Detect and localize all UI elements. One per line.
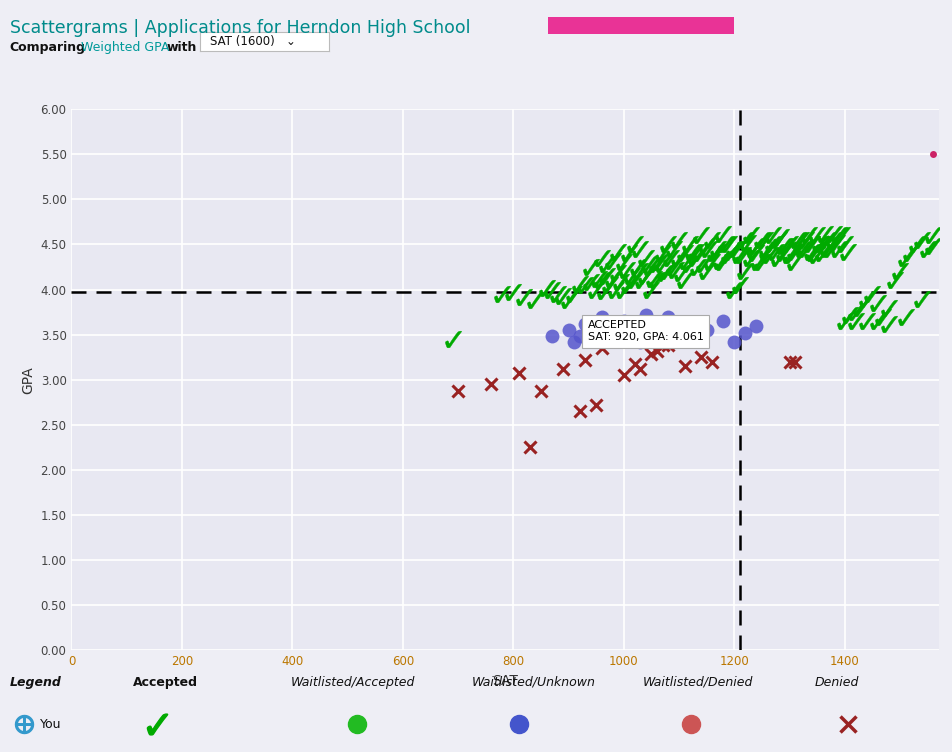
X-axis label: SAT: SAT (491, 674, 518, 688)
Text: Scattergrams | Applications for Herndon High School: Scattergrams | Applications for Herndon … (10, 19, 469, 37)
Text: ACCEPTED
SAT: 920, GPA: 4.061: ACCEPTED SAT: 920, GPA: 4.061 (587, 320, 704, 342)
Bar (547, 17, 733, 34)
Text: Legend: Legend (10, 676, 61, 689)
Text: Waitlisted/Unknown: Waitlisted/Unknown (471, 676, 595, 689)
Text: Waitlisted/Accepted: Waitlisted/Accepted (290, 676, 415, 689)
Text: You: You (40, 718, 62, 731)
Text: SAT (1600)   ⌄: SAT (1600) ⌄ (210, 35, 296, 48)
Y-axis label: GPA: GPA (21, 366, 35, 393)
Text: Weighted GPA: Weighted GPA (81, 41, 169, 54)
Text: with: with (167, 41, 197, 54)
Text: Denied: Denied (814, 676, 859, 689)
Text: Comparing: Comparing (10, 41, 86, 54)
Text: Waitlisted/Denied: Waitlisted/Denied (643, 676, 753, 689)
Text: Accepted: Accepted (133, 676, 198, 689)
